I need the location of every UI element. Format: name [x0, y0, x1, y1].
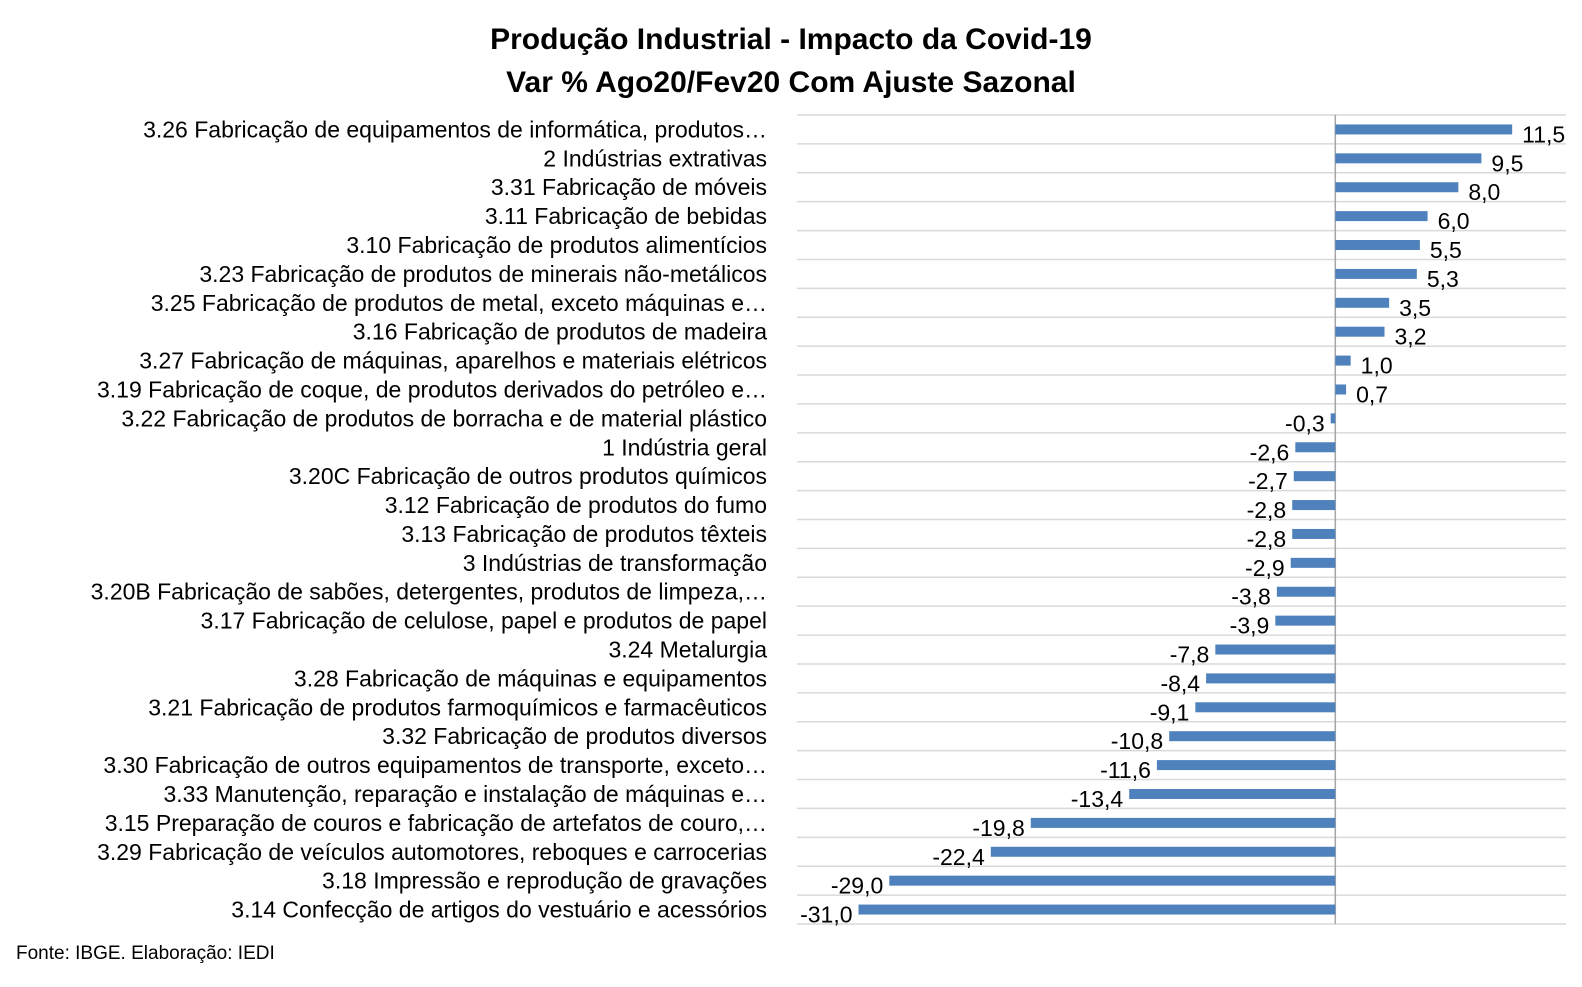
category-label: 3.10 Fabricação de produtos alimentícios [346, 232, 767, 258]
data-label: -2,6 [1250, 439, 1290, 465]
category-label: 3.19 Fabricação de coque, de produtos de… [97, 376, 767, 402]
category-label: 3.20C Fabricação de outros produtos quím… [289, 463, 767, 489]
data-label: -2,9 [1245, 555, 1285, 581]
category-label: 3 Indústrias de transformação [463, 550, 767, 576]
bar [1330, 413, 1336, 424]
bar [1276, 586, 1336, 597]
bar [1195, 702, 1336, 713]
bar [1169, 731, 1336, 742]
bar [1030, 817, 1336, 828]
category-label: 3.17 Fabricação de celulose, papel e pro… [201, 608, 767, 634]
category-label: 3.16 Fabricação de produtos de madeira [353, 319, 767, 345]
data-label: 0,7 [1356, 381, 1388, 407]
data-label: -11,6 [1100, 757, 1151, 783]
chart-title: Produção Industrial - Impacto da Covid-1… [490, 23, 1092, 56]
bar [1335, 182, 1459, 193]
bar [858, 904, 1336, 915]
category-label: 3.26 Fabricação de equipamentos de infor… [143, 116, 767, 142]
data-label: -31,0 [800, 902, 852, 928]
data-label: 6,0 [1438, 208, 1470, 234]
data-label: -3,8 [1231, 584, 1271, 610]
bar [1295, 442, 1336, 453]
category-label: 3.32 Fabricação de produtos diversos [382, 723, 767, 749]
data-label: -0,3 [1285, 410, 1325, 436]
bar [990, 846, 1336, 857]
source-note: Fonte: IBGE. Elaboração: IEDI [16, 943, 275, 964]
category-label: 3.11 Fabricação de bebidas [485, 203, 767, 229]
bar [889, 875, 1336, 886]
data-label: -29,0 [831, 873, 883, 899]
data-label: -10,8 [1111, 728, 1163, 754]
data-label: -13,4 [1071, 786, 1124, 812]
data-label: -19,8 [972, 815, 1024, 841]
category-label: 3.31 Fabricação de móveis [491, 174, 767, 200]
bar [1335, 326, 1385, 337]
data-label: 9,5 [1491, 150, 1523, 176]
bar [1156, 760, 1336, 771]
category-label: 3.13 Fabricação de produtos têxteis [401, 521, 767, 547]
data-label: 11,5 [1522, 121, 1565, 147]
category-label: 3.12 Fabricação de produtos do fumo [385, 492, 767, 518]
data-label: 5,3 [1427, 266, 1459, 292]
bar [1293, 471, 1336, 482]
bar [1129, 788, 1336, 799]
category-label: 3.25 Fabricação de produtos de metal, ex… [151, 290, 767, 316]
data-label: -3,9 [1230, 613, 1270, 639]
category-label: 3.15 Preparação de couros e fabricação d… [105, 810, 767, 836]
bar [1206, 673, 1336, 684]
category-label: 3.29 Fabricação de veículos automotores,… [97, 839, 767, 865]
category-label: 3.18 Impressão e reprodução de gravações [322, 868, 767, 894]
category-label: 3.22 Fabricação de produtos de borracha … [121, 405, 767, 431]
category-label: 3.23 Fabricação de produtos de minerais … [199, 261, 767, 287]
bar [1335, 297, 1390, 308]
category-label: 3.20B Fabricação de sabões, detergentes,… [91, 579, 767, 605]
category-label: 3.33 Manutenção, reparação e instalação … [163, 781, 767, 807]
bar [1335, 268, 1417, 279]
data-label: -2,7 [1248, 468, 1288, 494]
bar [1335, 240, 1420, 251]
category-label: 3.24 Metalurgia [608, 637, 767, 663]
category-label: 3.14 Confecção de artigos do vestuário e… [231, 897, 767, 923]
data-label: 8,0 [1468, 179, 1500, 205]
data-label: 3,2 [1395, 324, 1427, 350]
bar [1335, 124, 1513, 135]
data-label: -8,4 [1160, 670, 1200, 696]
bar [1275, 615, 1336, 626]
chart-subtitle: Var % Ago20/Fev20 Com Ajuste Sazonal [506, 66, 1076, 99]
data-label: 5,5 [1430, 237, 1462, 263]
category-label: 3.30 Fabricação de outros equipamentos d… [103, 752, 767, 778]
bar [1335, 355, 1351, 366]
bar [1292, 528, 1336, 539]
category-label: 2 Indústrias extrativas [543, 145, 767, 171]
data-label: -9,1 [1150, 699, 1190, 725]
bar [1335, 153, 1482, 164]
data-label: -2,8 [1247, 497, 1287, 523]
category-label: 3.28 Fabricação de máquinas e equipament… [294, 665, 767, 691]
data-label: -2,8 [1247, 526, 1287, 552]
data-label: 3,5 [1399, 295, 1431, 321]
category-label: 3.21 Fabricação de produtos farmoquímico… [148, 694, 767, 720]
data-label: -7,8 [1170, 642, 1210, 668]
category-label: 1 Indústria geral [602, 434, 767, 460]
bar [1290, 557, 1336, 568]
bar [1335, 211, 1428, 222]
category-label: 3.27 Fabricação de máquinas, aparelhos e… [139, 348, 767, 374]
bar [1215, 644, 1336, 655]
data-label: -22,4 [932, 844, 985, 870]
data-label: 1,0 [1361, 353, 1393, 379]
bar [1292, 500, 1336, 511]
bar [1335, 384, 1347, 395]
